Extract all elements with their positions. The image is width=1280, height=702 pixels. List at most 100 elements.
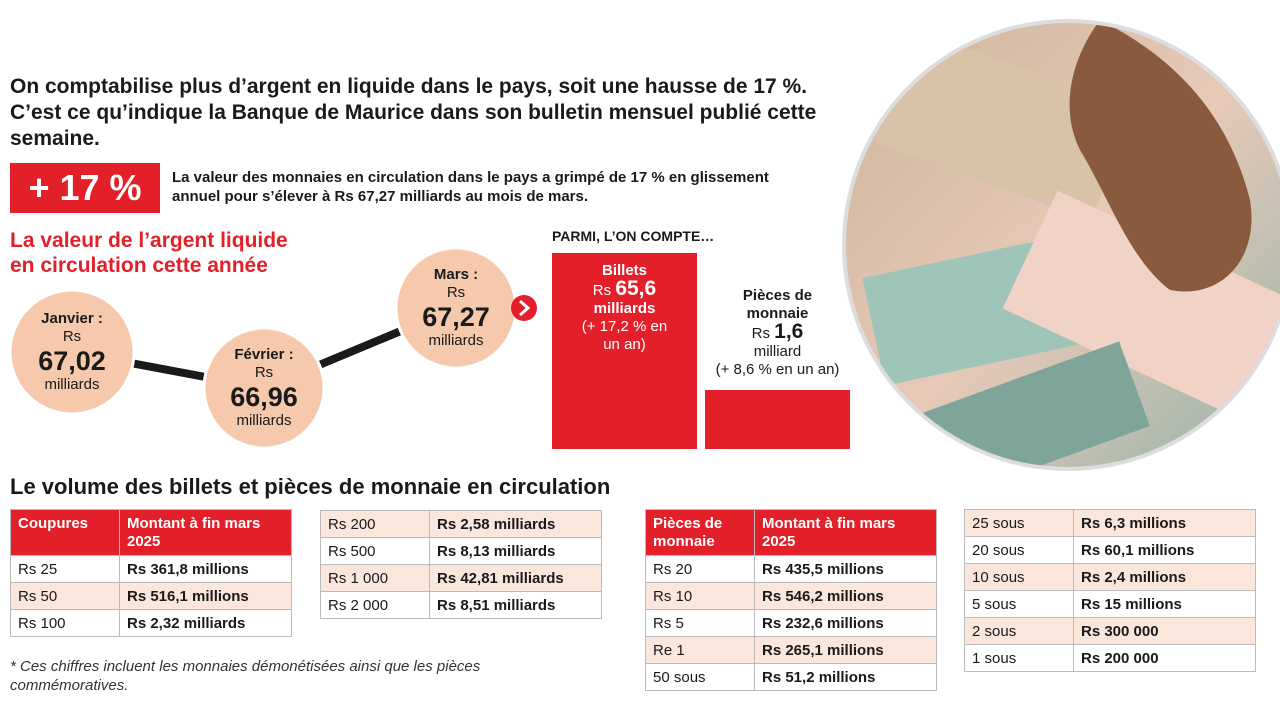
intro: On comptabilise plus d’argent en liquide…: [10, 75, 817, 150]
denomination-cell: Rs 200: [320, 510, 430, 538]
denomination-cell: Rs 25: [10, 555, 120, 583]
header-row: Coupures Montant à fin mars 2025: [10, 509, 292, 556]
unit: milliards: [236, 412, 292, 429]
item-unit: milliard: [753, 343, 802, 360]
amount-cell: Rs 200 000: [1073, 644, 1256, 672]
item-unit: milliards: [593, 300, 656, 317]
denomination-cell: 5 sous: [964, 590, 1074, 618]
volume-title: Le volume des billets et pièces de monna…: [10, 474, 611, 499]
amount-cell: Rs 51,2 millions: [754, 663, 937, 691]
item-label: Billets: [601, 262, 647, 279]
highlight-text: La valeur des monnaies en circulation da…: [172, 169, 769, 205]
amount-cell: Rs 6,3 millions: [1073, 509, 1256, 537]
amount-cell: Rs 516,1 millions: [119, 582, 292, 610]
denomination-table: Rs 200 Rs 2,58 milliards Rs 500 Rs 8,13 mil…: [320, 510, 602, 619]
header-cell: Coupures: [10, 509, 120, 556]
table-row: Rs 1 000 Rs 42,81 milliards: [320, 564, 602, 592]
item-change: (+ 17,2 % en un an): [581, 318, 668, 353]
month-point: Janvier : Rs 67,02 milliards: [17, 310, 127, 394]
coins-block: [705, 390, 850, 449]
header-cell: Montant à fin mars 2025: [119, 509, 292, 556]
table-row: Rs 5 Rs 232,6 millions: [645, 609, 937, 637]
breakdown-item: Pièces de monnaie Rs 1,6 milliard (+ 8,6…: [705, 287, 850, 379]
denomination-table: Pièces de monnaie Montant à fin mars 2025…: [645, 509, 937, 691]
month-value: 66,96: [230, 382, 298, 412]
month: Février :: [234, 346, 294, 363]
denomination-cell: 25 sous: [964, 509, 1074, 537]
unit: milliards: [44, 376, 100, 393]
denomination-cell: 20 sous: [964, 536, 1074, 564]
header-cell: Montant à fin mars 2025: [754, 509, 937, 556]
table-row: 10 sous Rs 2,4 millions: [964, 563, 1256, 591]
unit: milliards: [428, 332, 484, 349]
month-value: 67,02: [38, 346, 106, 376]
item-value: 1,6: [774, 320, 804, 343]
denomination-cell: Rs 50: [10, 582, 120, 610]
amount-cell: Rs 361,8 millions: [119, 555, 292, 583]
month: Mars :: [433, 266, 479, 283]
denomination-table: Coupures Montant à fin mars 2025 Rs 25 Rs 3…: [10, 509, 292, 637]
amount-cell: Rs 8,13 milliards: [429, 537, 602, 565]
footnote: * Ces chiffres incluent les monnaies dém…: [10, 658, 481, 694]
table-row: 1 sous Rs 200 000: [964, 644, 1256, 672]
month-circle: [202, 326, 326, 450]
highlight-badge: + 17 %: [10, 163, 160, 213]
item-change: (+ 8,6 % en un an): [715, 361, 840, 378]
currency: Rs: [62, 328, 82, 345]
denomination-cell: Rs 2 000: [320, 591, 430, 619]
amount-cell: Rs 2,4 millions: [1073, 563, 1256, 591]
amount-cell: Rs 232,6 millions: [754, 609, 937, 637]
denomination-cell: 1 sous: [964, 644, 1074, 672]
denomination-cell: Rs 100: [10, 609, 120, 637]
month-circle: [8, 288, 136, 416]
currency: Rs: [592, 282, 612, 299]
denomination-cell: Re 1: [645, 636, 755, 664]
denomination-cell: Rs 5: [645, 609, 755, 637]
amount-cell: Rs 42,81 milliards: [429, 564, 602, 592]
breakdown-item: Billets Rs 65,6 milliards (+ 17,2 % en u…: [552, 262, 697, 354]
table-row: Rs 25 Rs 361,8 millions: [10, 555, 292, 583]
amount-cell: Rs 15 millions: [1073, 590, 1256, 618]
table-row: Rs 500 Rs 8,13 milliards: [320, 537, 602, 565]
denomination-cell: 50 sous: [645, 663, 755, 691]
header-cell: Pièces de monnaie: [645, 509, 755, 556]
month: Janvier :: [41, 310, 103, 327]
arrow-icon: [511, 295, 537, 321]
header-row: Pièces de monnaie Montant à fin mars 2025: [645, 509, 937, 556]
item-value: 65,6: [615, 277, 657, 300]
currency: Rs: [254, 364, 274, 381]
breakdown-title: PARMI, L’ON COMPTE…: [552, 228, 715, 244]
table-row: Rs 100 Rs 2,32 milliards: [10, 609, 292, 637]
item-label: Pièces de monnaie: [742, 287, 813, 322]
table-row: Rs 50 Rs 516,1 millions: [10, 582, 292, 610]
currency: Rs: [446, 284, 466, 301]
timeline-title: La valeur de l’argent liquide en circula…: [10, 228, 288, 278]
table-row: Rs 2 000 Rs 8,51 milliards: [320, 591, 602, 619]
table-row: Rs 200 Rs 2,58 milliards: [320, 510, 602, 538]
amount-cell: Rs 8,51 milliards: [429, 591, 602, 619]
amount-cell: Rs 300 000: [1073, 617, 1256, 645]
denomination-table: 25 sous Rs 6,3 millions 20 sous Rs 60,1 mil…: [964, 509, 1256, 672]
table-row: 2 sous Rs 300 000: [964, 617, 1256, 645]
denomination-cell: Rs 1 000: [320, 564, 430, 592]
table-row: 5 sous Rs 15 millions: [964, 590, 1256, 618]
denomination-cell: Rs 20: [645, 555, 755, 583]
table-row: Rs 20 Rs 435,5 millions: [645, 555, 937, 583]
currency: Rs: [751, 325, 770, 342]
banknotes-block: [552, 253, 697, 449]
title-line: La valeur de l’argent liquide: [10, 229, 288, 252]
title-line: en circulation cette année: [10, 254, 268, 277]
month-point: Mars : Rs 67,27 milliards: [401, 266, 511, 350]
denomination-cell: Rs 10: [645, 582, 755, 610]
amount-cell: Rs 60,1 millions: [1073, 536, 1256, 564]
amount-cell: Rs 265,1 millions: [754, 636, 937, 664]
amount-cell: Rs 2,32 milliards: [119, 609, 292, 637]
month-point: Février : Rs 66,96 milliards: [209, 346, 319, 430]
denomination-cell: 10 sous: [964, 563, 1074, 591]
amount-cell: Rs 435,5 millions: [754, 555, 937, 583]
amount-cell: Rs 546,2 millions: [754, 582, 937, 610]
table-row: 20 sous Rs 60,1 millions: [964, 536, 1256, 564]
table-row: Re 1 Rs 265,1 millions: [645, 636, 937, 664]
